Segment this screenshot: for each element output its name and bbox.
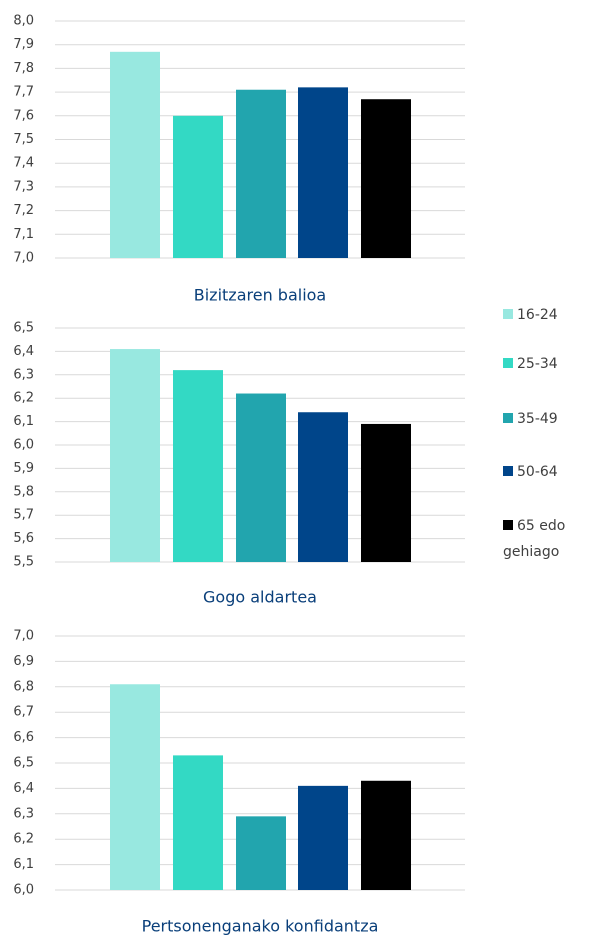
bar bbox=[173, 115, 223, 258]
y-tick-label: 5,7 bbox=[13, 508, 34, 523]
bar bbox=[361, 780, 411, 890]
legend-swatch bbox=[503, 520, 513, 530]
y-tick-label: 7,0 bbox=[13, 629, 34, 644]
y-tick-label: 6,4 bbox=[13, 781, 34, 796]
y-tick-label: 6,5 bbox=[13, 321, 34, 336]
y-tick-label: 7,5 bbox=[13, 132, 34, 147]
y-tick-label: 7,3 bbox=[13, 179, 34, 194]
y-tick-label: 8,0 bbox=[13, 14, 34, 29]
y-tick-label: 6,7 bbox=[13, 705, 34, 720]
y-tick-label: 7,7 bbox=[13, 85, 34, 100]
bar bbox=[236, 393, 286, 562]
y-tick-label: 5,5 bbox=[13, 555, 34, 570]
chart-title: Gogo aldartea bbox=[203, 588, 317, 607]
y-tick-label: 7,2 bbox=[13, 203, 34, 218]
y-tick-label: 6,1 bbox=[13, 857, 34, 872]
chart-title: Bizitzaren balioa bbox=[194, 286, 326, 305]
bar bbox=[298, 87, 348, 258]
y-tick-label: 7,8 bbox=[13, 61, 34, 76]
y-tick-label: 5,9 bbox=[13, 461, 34, 476]
legend-label: 16-24 bbox=[517, 307, 558, 323]
legend-label: 35-49 bbox=[517, 411, 558, 427]
legend-swatch bbox=[503, 466, 513, 476]
legend-item: 16-24 bbox=[503, 302, 593, 328]
y-tick-label: 6,0 bbox=[13, 883, 34, 898]
bar bbox=[236, 89, 286, 258]
bar bbox=[298, 785, 348, 890]
legend-label: 25-34 bbox=[517, 356, 558, 372]
legend-item: 65 edo gehiago bbox=[503, 513, 593, 565]
bar bbox=[298, 412, 348, 562]
bar bbox=[110, 349, 160, 562]
y-tick-label: 6,2 bbox=[13, 391, 34, 406]
legend-label: 65 edo gehiago bbox=[503, 518, 566, 560]
legend-item: 35-49 bbox=[503, 406, 593, 432]
y-tick-label: 7,4 bbox=[13, 156, 34, 171]
legend-swatch bbox=[503, 358, 513, 368]
y-tick-label: 6,3 bbox=[13, 806, 34, 821]
y-tick-label: 6,2 bbox=[13, 832, 34, 847]
y-tick-label: 6,3 bbox=[13, 367, 34, 382]
legend-item: 50-64 bbox=[503, 459, 593, 485]
legend-swatch bbox=[503, 413, 513, 423]
y-tick-label: 6,8 bbox=[13, 679, 34, 694]
y-tick-label: 6,4 bbox=[13, 344, 34, 359]
bar bbox=[110, 684, 160, 890]
bar bbox=[173, 370, 223, 562]
chart-title: Pertsonenganako konfidantza bbox=[142, 917, 379, 936]
y-tick-label: 7,1 bbox=[13, 227, 34, 242]
y-tick-label: 6,0 bbox=[13, 438, 34, 453]
y-tick-label: 6,9 bbox=[13, 654, 34, 669]
legend-item: 25-34 bbox=[503, 351, 593, 377]
y-tick-label: 7,6 bbox=[13, 108, 34, 123]
y-tick-label: 6,6 bbox=[13, 730, 34, 745]
y-tick-label: 5,6 bbox=[13, 531, 34, 546]
bar bbox=[110, 51, 160, 259]
y-tick-label: 7,9 bbox=[13, 37, 34, 52]
bar bbox=[361, 99, 411, 259]
y-tick-label: 6,1 bbox=[13, 414, 34, 429]
legend-swatch bbox=[503, 309, 513, 319]
legend-label: 50-64 bbox=[517, 464, 558, 480]
bar bbox=[236, 816, 286, 890]
y-tick-label: 5,8 bbox=[13, 484, 34, 499]
bar bbox=[173, 755, 223, 890]
bar bbox=[361, 423, 411, 562]
y-tick-label: 7,0 bbox=[13, 251, 34, 266]
y-tick-label: 6,5 bbox=[13, 756, 34, 771]
